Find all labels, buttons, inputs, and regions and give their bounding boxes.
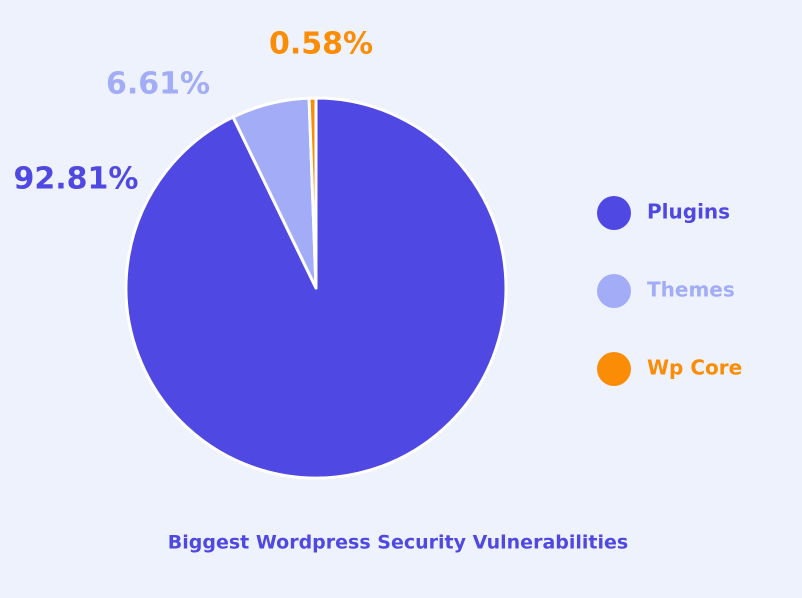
legend-label: Wp Core <box>647 356 742 380</box>
data-label: 92.81% <box>14 162 139 197</box>
legend-label: Plugins <box>647 200 730 224</box>
legend-marker <box>597 274 631 308</box>
legend-marker <box>597 196 631 230</box>
data-label: 6.61% <box>106 67 210 102</box>
data-label: 0.58% <box>269 27 373 62</box>
legend-label: Themes <box>647 278 735 302</box>
legend-marker <box>597 352 631 386</box>
chart-title: Biggest Wordpress Security Vulnerabiliti… <box>168 532 628 554</box>
pie-slice <box>307 96 318 290</box>
